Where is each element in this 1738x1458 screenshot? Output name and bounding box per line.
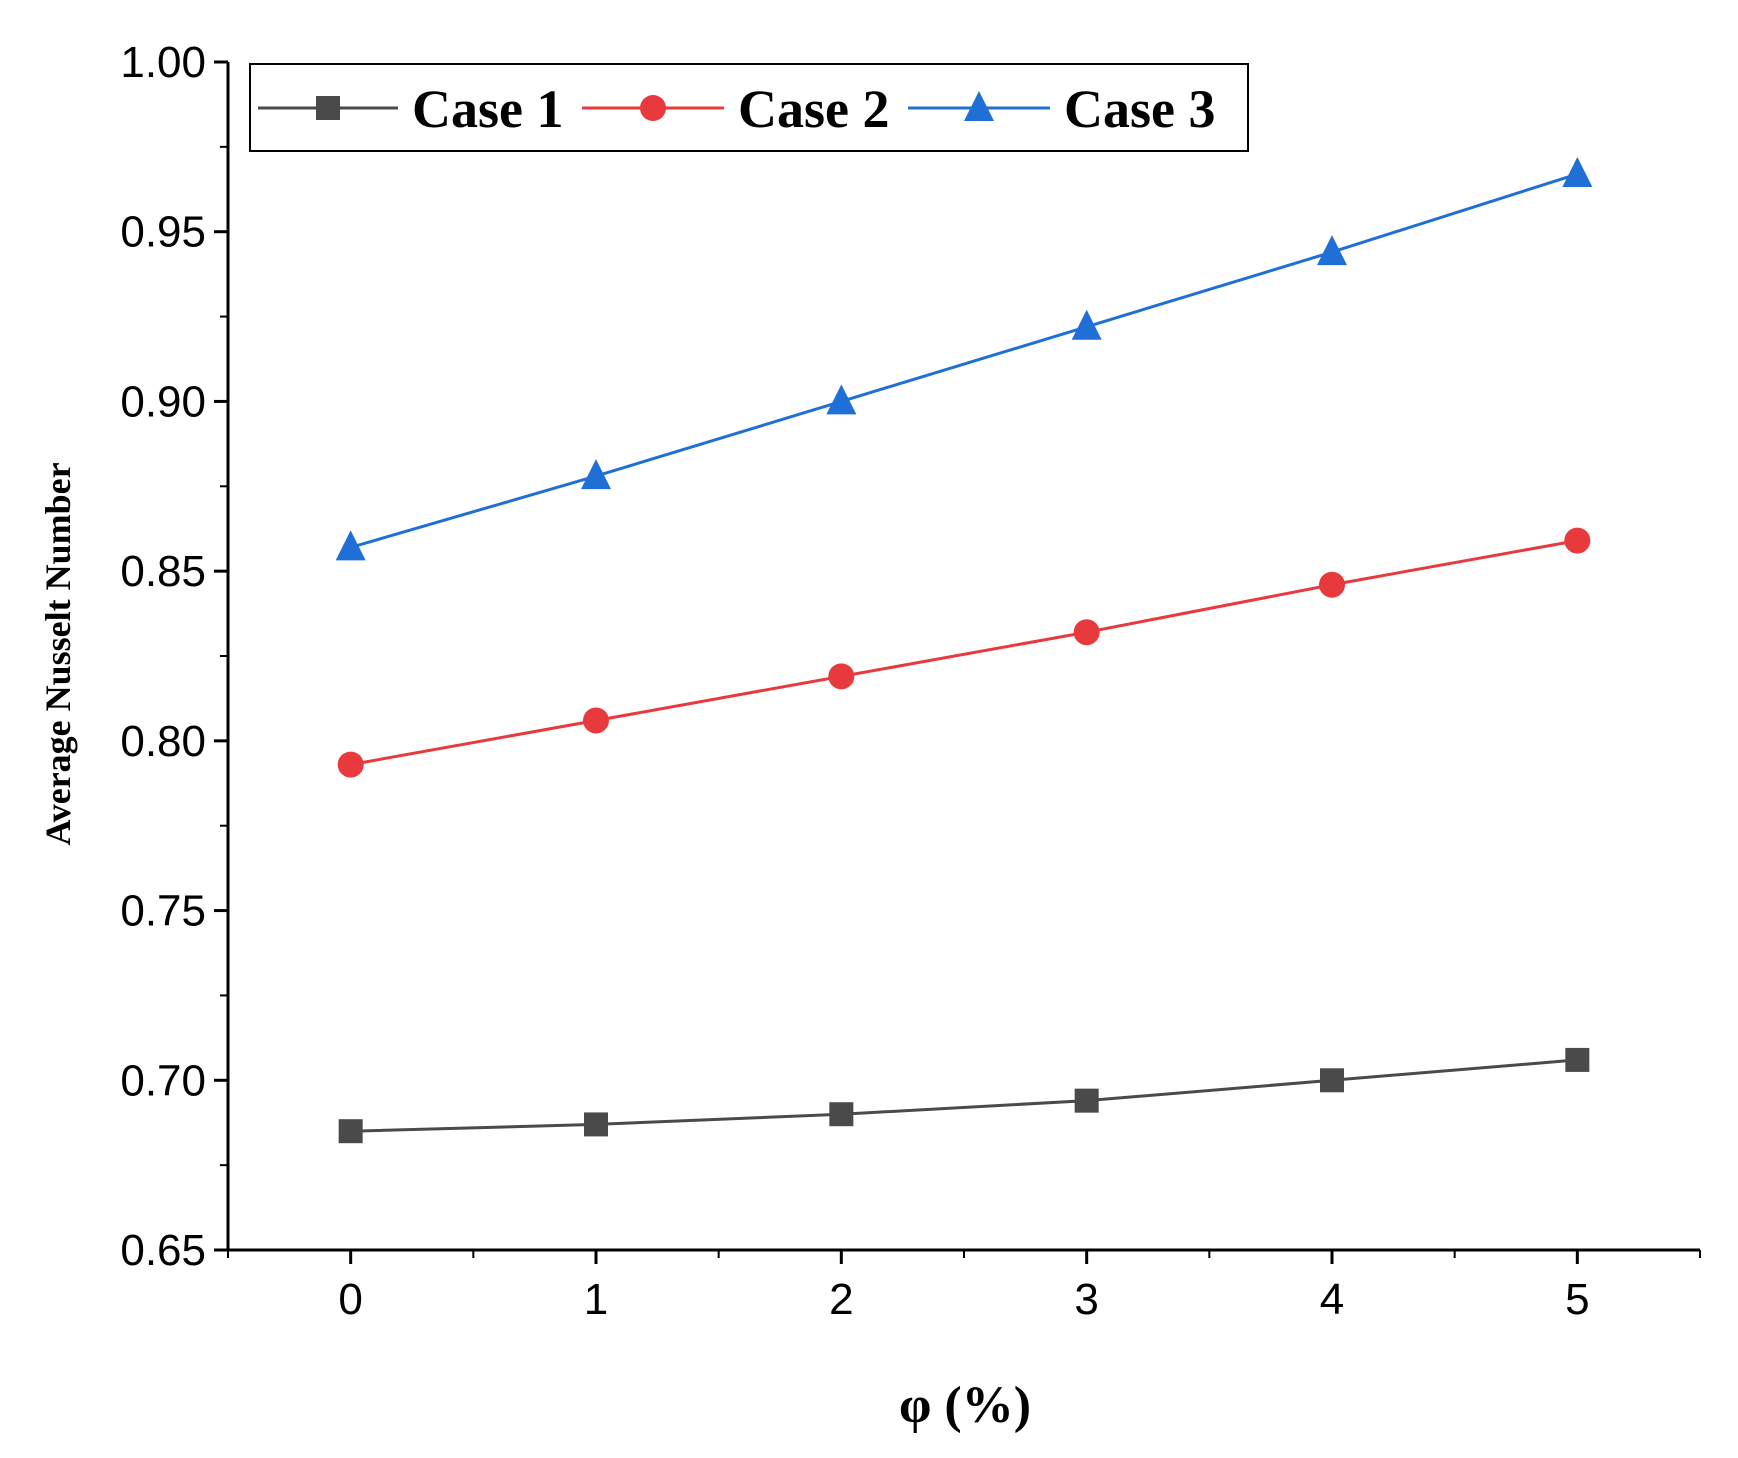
x-axis-title: φ (%) [899, 1377, 1031, 1434]
x-tick-label: 5 [1565, 1275, 1589, 1324]
legend-marker [640, 95, 666, 121]
series-2 [337, 527, 1591, 778]
data-point [584, 1112, 608, 1137]
data-point [1073, 619, 1100, 646]
y-tick-label: 0.70 [120, 1056, 206, 1105]
y-tick-label: 0.80 [120, 717, 206, 766]
data-point [1317, 235, 1347, 266]
data-point [338, 1119, 363, 1144]
y-tick-label: 0.85 [120, 547, 206, 596]
x-tick-label: 4 [1320, 1275, 1344, 1324]
x-tick-label: 3 [1074, 1275, 1098, 1324]
y-tick-label: 0.95 [120, 208, 206, 257]
data-point [1562, 157, 1593, 188]
series-layer [335, 157, 1593, 1144]
axes: 0.65 0.70 0.75 0.80 0.85 0.90 0.95 1.00 0 1 2 3 4 5 [120, 38, 1701, 1324]
data-point [829, 1102, 854, 1127]
x-tick-label: 2 [829, 1275, 853, 1324]
legend-marker [964, 91, 994, 121]
x-tick-label: 0 [338, 1275, 362, 1324]
y-tick-label: 1.00 [120, 38, 206, 87]
legend-entry: Case 2 [582, 79, 889, 139]
data-point [1074, 1088, 1099, 1113]
data-point [828, 663, 855, 690]
data-point [1565, 1047, 1590, 1072]
data-point [581, 459, 611, 490]
series-line [350, 172, 1578, 549]
legend-entry: Case 1 [258, 79, 563, 139]
legend: Case 1 Case 2 Case 3 [249, 63, 1249, 152]
series-3 [335, 157, 1593, 561]
data-point [335, 530, 366, 561]
y-axis-title: Average Nusselt Number [38, 462, 78, 845]
data-point [1564, 527, 1591, 554]
legend-marker [316, 96, 340, 120]
series-1 [338, 1047, 1590, 1144]
x-tick-label: 1 [584, 1275, 608, 1324]
legend-label: Case 2 [738, 79, 889, 139]
y-tick-label: 0.75 [120, 887, 206, 936]
data-point [1071, 309, 1102, 340]
data-point [1320, 1068, 1344, 1093]
y-tick-label: 0.65 [120, 1226, 206, 1275]
legend-box [249, 63, 1249, 152]
legend-entry: Case 3 [908, 79, 1215, 139]
series-line [350, 1058, 1578, 1133]
legend-label: Case 3 [1064, 79, 1215, 139]
y-tick-label: 0.90 [120, 377, 206, 426]
data-point [583, 707, 609, 734]
data-point [337, 751, 364, 778]
series-line [350, 539, 1578, 767]
legend-label: Case 1 [412, 79, 563, 139]
data-point [826, 384, 857, 415]
data-point [1319, 571, 1345, 598]
